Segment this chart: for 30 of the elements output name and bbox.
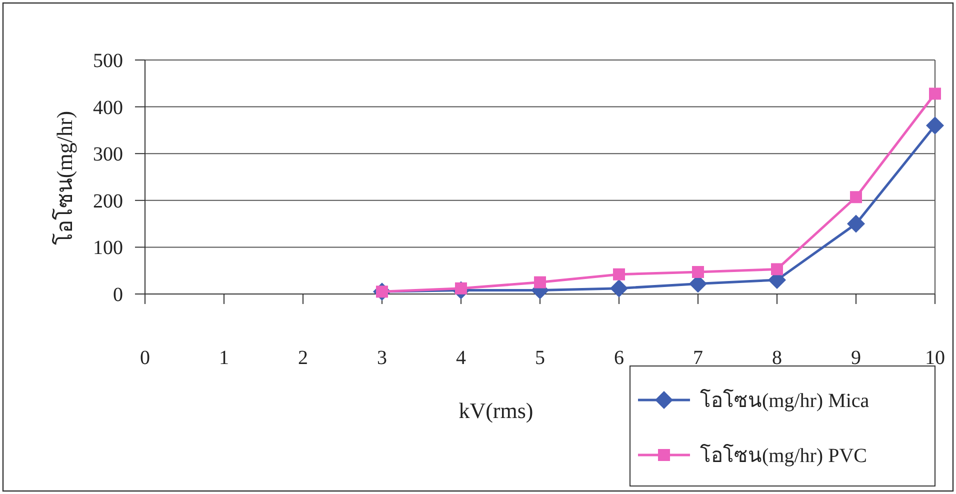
point [929, 88, 941, 100]
y-axis-title: โอโซน(mg/hr) [52, 110, 77, 246]
x-tick-label: 9 [851, 347, 861, 369]
y-tick-label: 100 [93, 237, 123, 260]
x-tick-label: 10 [925, 347, 945, 369]
point [926, 116, 944, 135]
legend-label: โอโซน(mg/hr) Mica [700, 389, 870, 412]
x-tick-label: 6 [614, 347, 624, 369]
point [610, 279, 628, 298]
point [771, 263, 783, 276]
point [847, 214, 865, 233]
x-tick-label: 3 [377, 347, 387, 369]
y-tick-label: 200 [93, 190, 123, 212]
x-tick-label: 2 [298, 347, 308, 369]
x-tick-label: 0 [140, 347, 150, 369]
point [692, 266, 704, 278]
x-tick-label: 4 [456, 347, 466, 369]
x-tick-label: 5 [535, 347, 545, 369]
y-tick-label: 400 [93, 96, 123, 119]
point [534, 276, 546, 288]
x-tick-label: 1 [219, 347, 229, 369]
point [850, 191, 862, 204]
x-tick-label: 7 [693, 347, 703, 369]
y-tick-label: 0 [113, 284, 123, 306]
x-axis-title: kV(rms) [458, 398, 534, 423]
y-tick-label: 300 [93, 144, 123, 166]
point [613, 268, 625, 280]
x-tick-label: 8 [772, 347, 782, 369]
y-tick-label: 500 [93, 50, 123, 72]
legend-label: โอโซน(mg/hr) PVC [700, 444, 867, 467]
